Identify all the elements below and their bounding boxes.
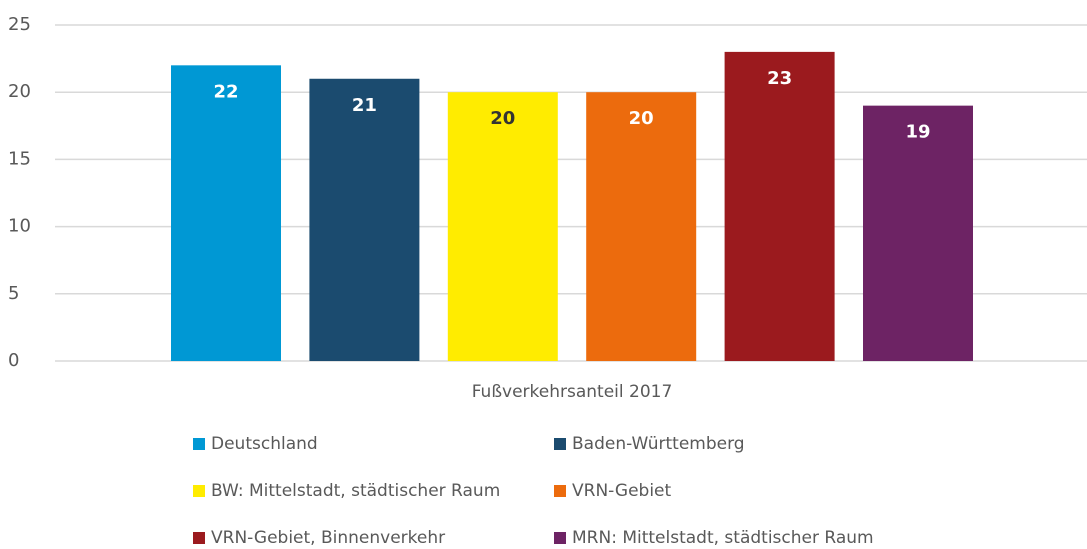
legend-swatch (193, 532, 205, 544)
bar (586, 92, 697, 361)
data-label: 20 (490, 108, 515, 129)
y-tick-label: 0 (8, 350, 19, 371)
legend-label: MRN: Mittelstadt, städtischer Raum (572, 528, 874, 548)
x-tick-label: Fußverkehrsanteil 2017 (472, 382, 673, 402)
legend-swatch (554, 532, 566, 544)
legend-swatch (193, 485, 205, 497)
bar (724, 51, 835, 361)
legend-label: VRN-Gebiet, Binnenverkehr (211, 528, 445, 548)
legend-swatch (554, 438, 566, 450)
legend-label: Deutschland (211, 434, 318, 454)
bar (171, 65, 281, 361)
legend-label: BW: Mittelstadt, städtischer Raum (211, 481, 500, 501)
data-label: 19 (905, 122, 930, 143)
y-tick-label: 5 (8, 283, 19, 304)
legend-label: Baden-Württemberg (572, 434, 745, 454)
y-tick-label: 15 (8, 148, 31, 169)
legend-swatch (554, 485, 566, 497)
bar (447, 92, 558, 361)
bar (863, 105, 973, 361)
data-label: 20 (629, 108, 654, 129)
bar (309, 78, 420, 361)
y-tick-label: 10 (8, 216, 31, 237)
data-label: 22 (213, 81, 238, 102)
y-tick-label: 25 (8, 14, 31, 35)
y-tick-label: 20 (8, 81, 31, 102)
legend-label: VRN-Gebiet (572, 481, 672, 501)
data-label: 23 (767, 68, 792, 89)
legend-swatch (193, 438, 205, 450)
data-label: 21 (352, 95, 377, 116)
